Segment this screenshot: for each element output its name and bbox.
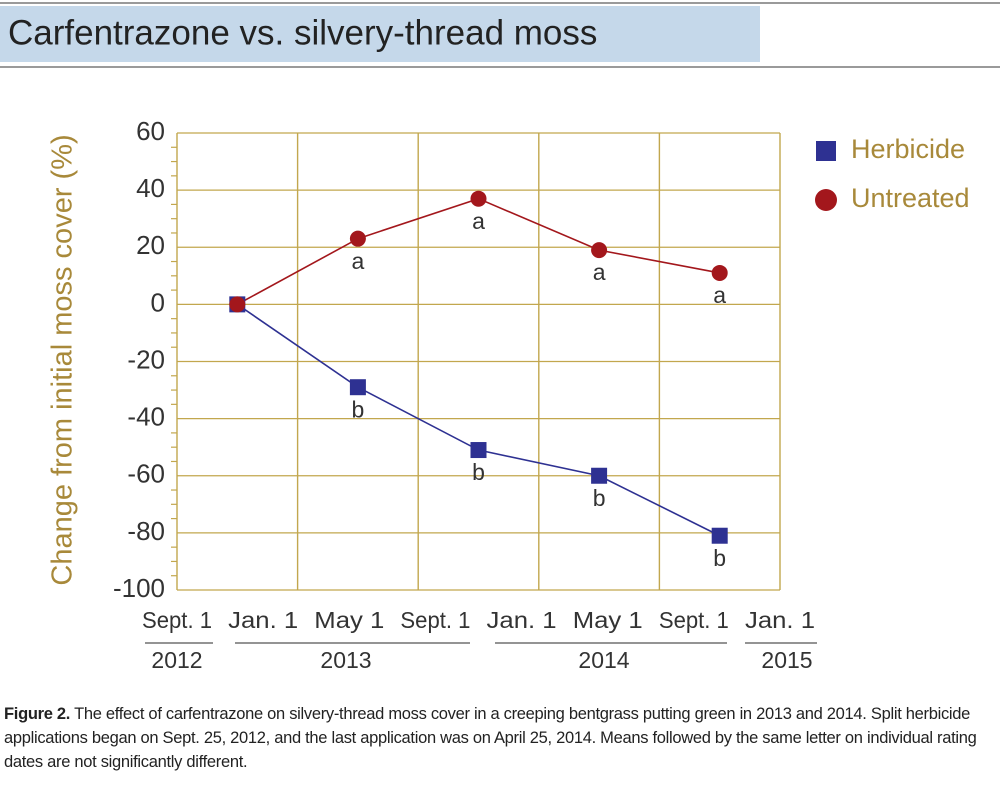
y-tick-label: -60 [127,459,165,489]
data-point [591,467,608,484]
caption-label: Figure 2. [4,705,71,723]
y-tick-label: -80 [127,516,165,546]
x-date-label: Sept. 1 [142,607,212,633]
data-point [229,296,246,313]
significance-letter: b [352,396,365,422]
significance-letter: b [593,485,606,511]
data-point [470,190,487,207]
chart-title: Carfentrazone vs. silvery-thread moss [8,13,597,52]
caption-text: The effect of carfentrazone on silvery-t… [4,705,977,771]
y-tick-label: 60 [136,116,165,146]
y-tick-label: -20 [127,344,165,374]
y-tick-label: 40 [136,173,165,203]
significance-letter: a [472,208,485,234]
legend-label: Untreated [851,183,970,213]
data-point [470,442,487,459]
significance-letter: a [593,259,606,285]
y-axis-title: Change from initial moss cover (%) [47,134,79,585]
x-date-label: Jan. 1 [745,607,815,633]
data-point [349,230,366,247]
significance-letter: b [472,459,485,485]
legend-marker [816,141,836,161]
y-tick-label: -40 [127,402,165,432]
figure-caption: Figure 2. The effect of carfentrazone on… [4,702,994,774]
significance-letter: a [352,248,365,274]
y-tick-label: -100 [113,573,165,603]
legend-marker [815,189,837,211]
x-date-label: Jan. 1 [487,607,557,633]
significance-letter: b [713,545,726,571]
y-tick-label: 0 [151,287,165,317]
data-point [591,242,608,259]
x-date-label: Jan. 1 [228,607,298,633]
y-tick-label: 20 [136,230,165,260]
x-year-label: 2012 [151,647,202,673]
data-point [711,264,728,281]
x-date-label: Sept. 1 [400,607,470,633]
x-year-label: 2015 [761,647,812,673]
x-date-label: May 1 [314,607,384,633]
data-point [349,379,366,396]
data-point [711,527,728,544]
x-date-label: May 1 [573,607,643,633]
significance-letter: a [713,282,726,308]
series-line [236,303,721,537]
chart: Carfentrazone vs. silvery-thread moss Ch… [0,2,1000,673]
x-date-label: Sept. 1 [659,607,729,633]
legend-label: Herbicide [851,134,965,164]
x-year-label: 2014 [578,647,629,673]
x-year-label: 2013 [320,647,371,673]
title-band [0,6,760,62]
